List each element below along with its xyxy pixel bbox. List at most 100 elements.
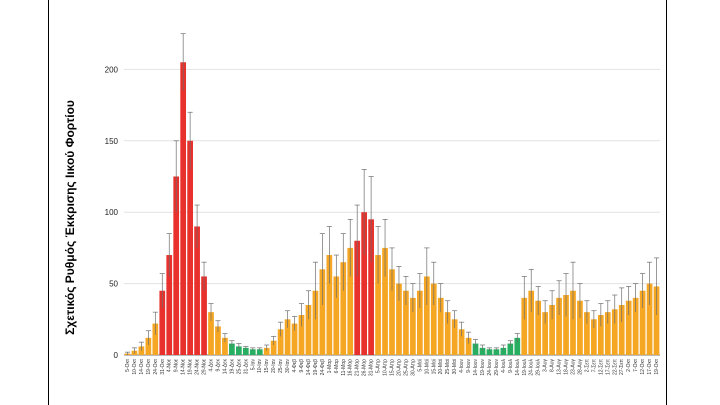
bar (416, 290, 423, 355)
bar (396, 283, 402, 355)
bar (277, 329, 284, 355)
bar (208, 312, 214, 355)
bar (646, 283, 653, 355)
x-tick-label: 15-Ιαν (264, 359, 270, 374)
bar (528, 290, 535, 355)
bar (611, 309, 618, 355)
bar (458, 329, 465, 355)
bar (256, 349, 263, 355)
bar (410, 297, 416, 355)
x-tick-label: 24-Ιουλ (529, 359, 535, 376)
x-tick-label: 19-Οκτ (654, 359, 660, 375)
x-tick-label: 29-Ιουλ (536, 359, 542, 376)
bar (326, 255, 333, 355)
x-tick-label: 14-Ιουν (473, 359, 479, 376)
x-tick-label: 19-Νοε (188, 358, 194, 375)
bar (632, 297, 639, 355)
x-tick-label: 25-Ιαν (278, 359, 284, 374)
x-tick-label: 21-Μαρ (355, 359, 361, 376)
bar (444, 312, 451, 355)
bar (180, 62, 187, 355)
x-tick-label: 19-Οκτ (146, 359, 152, 375)
bar (549, 305, 555, 355)
bar (639, 290, 646, 355)
x-tick-label: 14-Οκτ (139, 359, 145, 375)
x-tick-label: 17-Οκτ (647, 359, 653, 375)
x-tick-label: 19-Ιουλ (522, 359, 528, 376)
bar (152, 323, 159, 355)
x-tick-label: 26-Μαρ (362, 359, 368, 376)
bar (298, 315, 305, 355)
x-tick-label: 10-Απρ (383, 359, 389, 376)
y-tick-label: 100 (105, 208, 119, 217)
bar (465, 337, 472, 355)
bar (194, 226, 200, 355)
x-tick-label: 5-Ιαν (250, 359, 256, 371)
x-tick-label: 18-Αυγ (564, 359, 570, 375)
y-axis-label: Σχετικός Ρυθμός Έκκρισης Ιικού Φορτίου (63, 100, 77, 335)
x-tick-label: 5-Απρ (376, 359, 382, 373)
bar (577, 300, 583, 355)
x-tick-label: 24-Φεβ (320, 359, 326, 375)
x-tick-label: 9-Ιουλ (508, 359, 514, 373)
bar (500, 347, 507, 355)
x-tick-label: 6-Μαρ (334, 359, 340, 374)
x-tick-label: 25-Απρ (403, 359, 409, 376)
bar (403, 290, 409, 355)
x-tick-label: 15-Μαϊ (431, 358, 437, 374)
x-tick-label: 17-Σεπ (605, 358, 611, 375)
x-tick-label: 20-Απρ (396, 359, 402, 376)
x-tick-label: 3-Αυγ (543, 359, 549, 373)
bar (319, 269, 326, 355)
x-tick-label: 2-Σεπ (584, 358, 590, 372)
bar (263, 347, 270, 355)
x-tick-label: 14-Ιουλ (515, 359, 521, 376)
x-tick-label: 29-Ιουν (494, 359, 500, 376)
x-tick-label: 4-Δεκ (209, 359, 215, 372)
x-tick-label: 15-Απρ (390, 359, 396, 376)
bar (625, 300, 632, 355)
bar (173, 176, 180, 355)
bar (201, 276, 207, 355)
bar (389, 269, 395, 355)
x-tick-label: 2-Οκτ (626, 359, 632, 372)
bar (507, 343, 514, 355)
bar (215, 326, 221, 355)
bar (382, 247, 388, 355)
x-tick-label: 12-Οκτ (640, 359, 646, 375)
x-tick-label: 24-Οκτ (153, 359, 159, 375)
x-tick-label: 16-Μαρ (348, 359, 354, 376)
x-tick-label: 14-Φεβ (306, 359, 312, 375)
x-tick-label: 19-Ιουν (480, 359, 486, 376)
bar (570, 290, 576, 355)
bar (479, 347, 486, 355)
x-tick-label: 30-Μαϊ (452, 358, 458, 374)
bar (166, 255, 173, 355)
bar (333, 276, 340, 355)
x-tick-label: 20-Μαϊ (438, 358, 444, 374)
x-tick-label: 9-Νοε (174, 358, 180, 372)
bar (597, 315, 604, 355)
y-tick-label: 0 (114, 351, 119, 360)
x-tick-label: 4-Ιουλ (501, 359, 507, 373)
y-tick-label: 50 (109, 280, 118, 289)
bar (368, 219, 374, 355)
x-tick-label: 9-Δεκ (215, 359, 221, 372)
bar (222, 337, 228, 355)
bar (542, 312, 548, 355)
x-tick-label: 14-Νοε (181, 358, 187, 375)
bar (514, 337, 521, 355)
x-tick-label: 22-Σεπ (612, 358, 618, 375)
bar (284, 319, 291, 355)
x-tick-label: 20-Ιαν (271, 359, 277, 374)
x-tick-label: 4-Νοε (167, 358, 173, 372)
bar (486, 349, 493, 355)
bar (159, 290, 166, 355)
bar (563, 295, 569, 355)
bar (493, 349, 500, 355)
x-tick-label: 10-Μαϊ (424, 358, 430, 374)
bar (249, 349, 256, 355)
bar (229, 343, 235, 355)
x-tick-label: 13-Αυγ (557, 359, 563, 375)
